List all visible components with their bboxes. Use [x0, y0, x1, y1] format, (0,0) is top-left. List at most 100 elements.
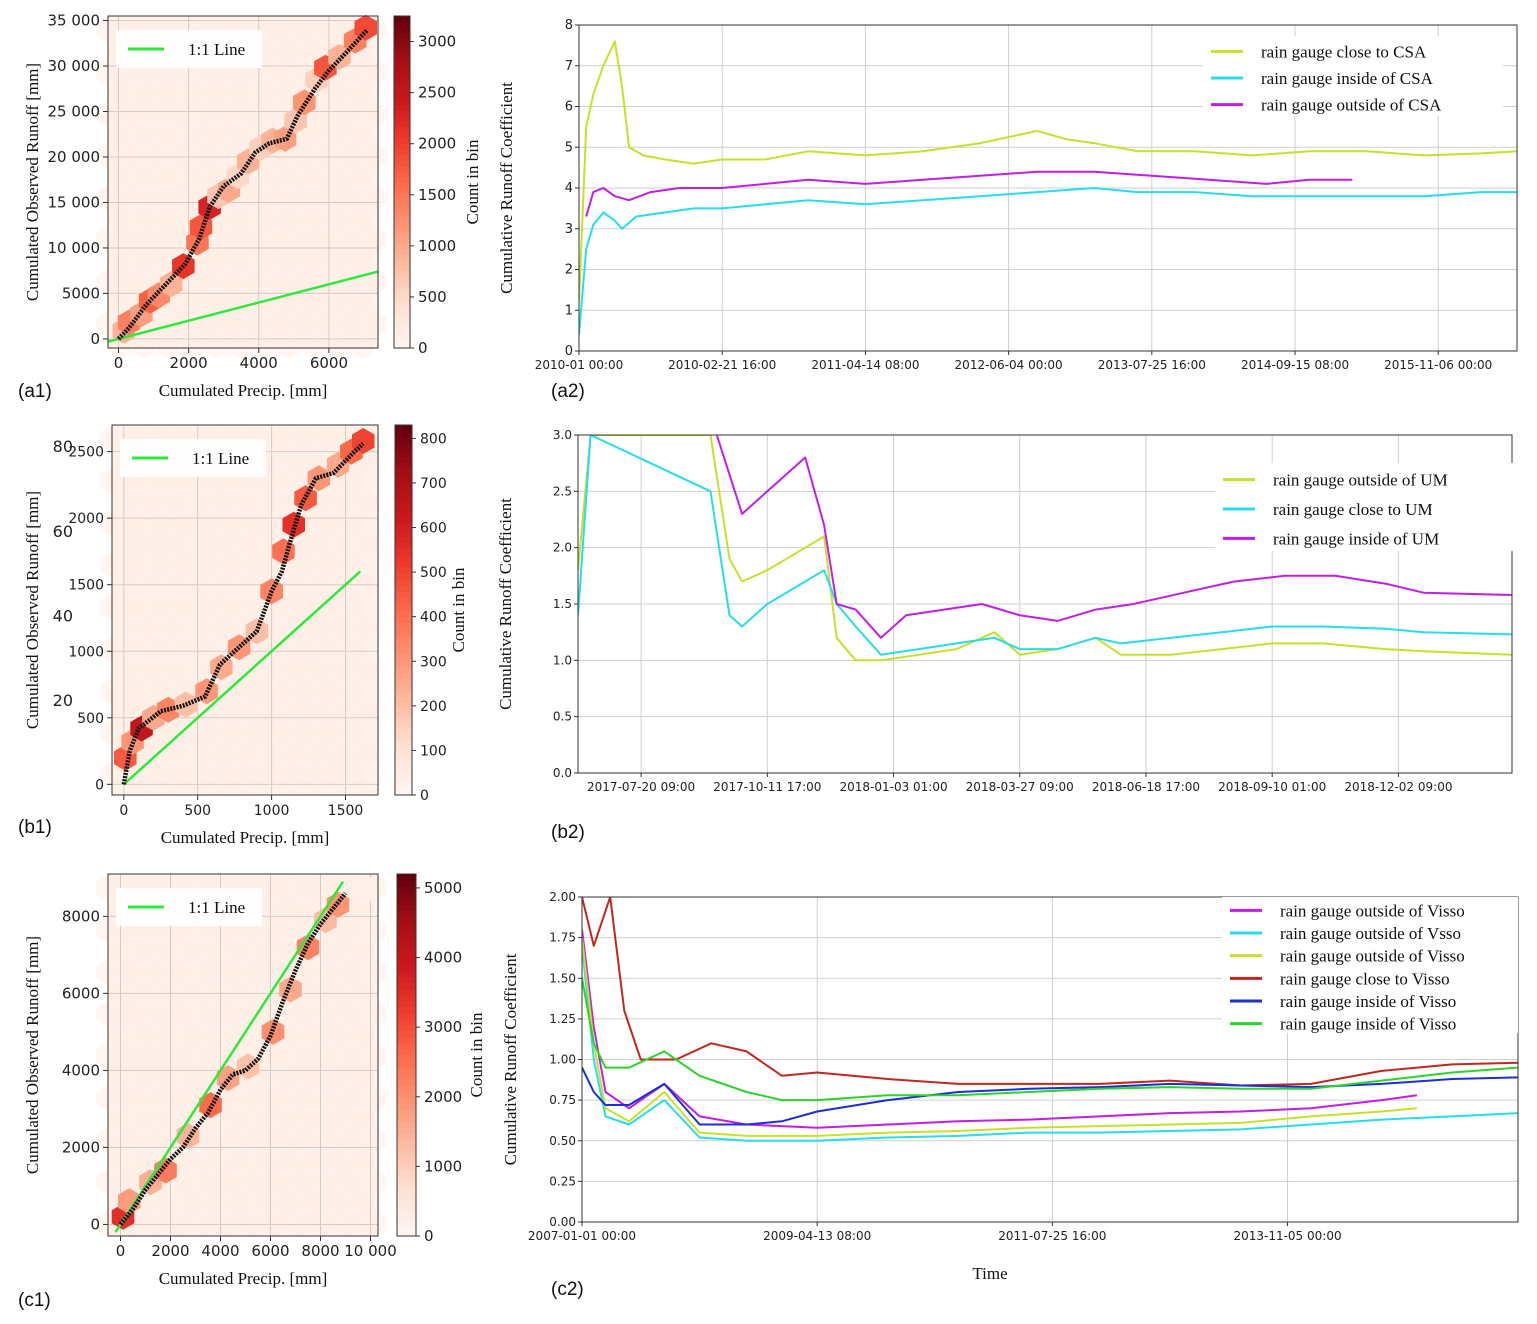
colorbar-step — [395, 782, 412, 790]
background-hex — [157, 937, 181, 965]
background-hex — [144, 184, 169, 212]
colorbar-step — [397, 1133, 416, 1141]
colorbar-tick-label: 600 — [420, 521, 447, 537]
background-hex — [338, 916, 362, 944]
background-hex — [245, 551, 269, 579]
colorbar-step — [394, 82, 410, 89]
background-hex — [290, 1126, 314, 1154]
background-hex — [132, 79, 156, 107]
series-line — [578, 435, 1512, 662]
y-tick-label: 1.5 — [553, 597, 572, 611]
colorbar-step — [394, 226, 410, 233]
colorbar-step — [394, 193, 410, 200]
background-hex — [233, 530, 257, 558]
background-hex — [229, 1105, 253, 1133]
colorbar-step — [395, 727, 412, 734]
background-hex — [290, 1042, 314, 1070]
colorbar-step — [395, 468, 412, 475]
legend-label: rain gauge outside of Vsso — [1280, 924, 1461, 943]
background-hex — [217, 1084, 241, 1112]
background-hex — [185, 614, 209, 642]
background-hex — [245, 593, 269, 621]
colorbar-step — [395, 776, 412, 784]
colorbar-step — [394, 176, 410, 183]
colorbar-step — [394, 259, 410, 266]
background-hex — [120, 1168, 144, 1196]
colorbar-step — [394, 132, 410, 139]
series-line — [578, 435, 1512, 656]
colorbar-frame — [396, 873, 417, 1237]
panel-label: (b1) — [18, 817, 52, 838]
x-tick-label: 2013-07-25 16:00 — [1098, 358, 1206, 372]
colorbar-tick-label: 4000 — [424, 949, 462, 967]
colorbar-step — [397, 1145, 416, 1153]
background-hex — [233, 740, 257, 768]
background-hex — [278, 895, 302, 923]
colorbar-step — [394, 54, 410, 61]
background-hex — [181, 1189, 205, 1217]
background-hex — [338, 310, 362, 338]
background-hex — [314, 16, 338, 44]
legend-label: rain gauge outside of UM — [1273, 471, 1448, 490]
background-hex — [350, 331, 374, 359]
y-tick-label: 6 — [565, 100, 573, 115]
panel-label: (c1) — [18, 1290, 51, 1311]
colorbar-step — [395, 505, 412, 512]
colorbar-step — [394, 21, 410, 28]
colorbar-step — [394, 65, 410, 72]
background-hex — [185, 656, 209, 684]
y-tick-label: 0.75 — [549, 1093, 576, 1107]
hex-bin — [356, 876, 380, 903]
colorbar-tick-label: 1000 — [418, 237, 456, 255]
colorbar-step — [395, 536, 412, 543]
y-tick-label: 4000 — [62, 1061, 100, 1079]
colorbar-step — [395, 616, 412, 623]
y-tick-label: 2000 — [68, 511, 104, 527]
series-line — [582, 945, 1518, 1142]
background-hex — [193, 268, 217, 296]
colorbar-step — [395, 739, 412, 747]
colorbar-step — [395, 684, 412, 691]
background-hex — [302, 289, 326, 317]
legend-box — [1215, 463, 1515, 551]
background-hex — [253, 289, 278, 317]
background-hex — [362, 1084, 387, 1112]
background-hex — [338, 142, 362, 170]
secondary-y-tick-label: 20 — [53, 691, 73, 710]
background-hex — [326, 247, 350, 275]
background-hex — [157, 1021, 181, 1049]
background-hex — [294, 635, 318, 663]
background-hex — [257, 740, 282, 768]
hex-bin — [279, 976, 302, 1003]
background-hex — [148, 677, 173, 705]
background-hex — [342, 467, 366, 495]
background-hex — [205, 121, 229, 149]
colorbar-step — [395, 548, 412, 556]
background-hex — [290, 142, 314, 170]
series-line — [582, 937, 1417, 1137]
background-hex — [294, 719, 318, 747]
colorbar-step — [395, 634, 412, 642]
background-hex — [253, 205, 278, 233]
colorbar-step — [397, 904, 416, 911]
colorbar-step — [397, 1175, 416, 1183]
colorbar-tick-label: 2000 — [418, 135, 456, 153]
background-hex — [120, 226, 144, 254]
colorbar-step — [395, 696, 412, 704]
x-tick-label: 6000 — [251, 1242, 289, 1260]
background-hex — [181, 289, 205, 317]
y-tick-label: 5000 — [62, 284, 100, 302]
background-hex — [157, 205, 181, 233]
colorbar-step — [397, 970, 416, 978]
background-hex — [282, 740, 306, 768]
background-hex — [229, 1189, 253, 1217]
x-tick-label: 2010-02-21 16:00 — [668, 358, 776, 372]
colorbar-frame — [393, 15, 411, 349]
colorbar-step — [394, 209, 410, 216]
colorbar-step — [394, 292, 410, 299]
colorbar-step — [395, 721, 412, 728]
colorbar-step — [397, 898, 416, 905]
y-axis-label: Cumulative Runoff Coefficient — [496, 498, 515, 710]
background-hex — [120, 1042, 144, 1070]
colorbar-step — [397, 892, 416, 899]
